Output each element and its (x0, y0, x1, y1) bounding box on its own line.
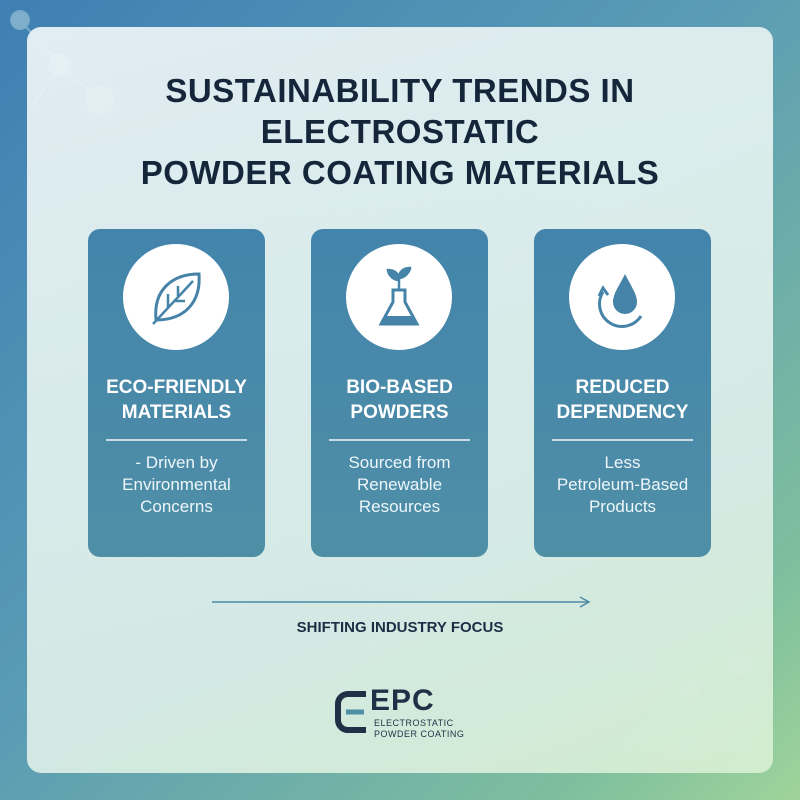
card-title: DEPENDENCY (556, 402, 689, 423)
card: REDUCED DEPENDENCY Less Petroleum-Based Pro… (534, 229, 711, 557)
flask-icon (346, 244, 452, 350)
card-title: REDUCED (575, 377, 670, 398)
arrow (212, 596, 591, 608)
card-text: Concerns (140, 497, 213, 516)
card-text: Resources (358, 497, 441, 516)
card-title: MATERIALS (121, 402, 232, 423)
card-text: Environmental (122, 475, 231, 494)
card-text: - Driven by (135, 453, 218, 472)
leaf-icon (123, 244, 229, 350)
title-line: POWDER COATING MATERIALS (140, 154, 660, 191)
logo-text: ELECTROSTATIC (374, 718, 454, 728)
card: ECO-FRIENDLY MATERIALS - Driven by Environ… (88, 229, 265, 557)
logo-text: POWDER COATING (374, 729, 465, 739)
logo: EPC ELECTROSTATIC POWDER COATING (334, 684, 474, 743)
card-title: POWDERS (350, 402, 449, 423)
drop-icon (569, 244, 675, 350)
card-text: Petroleum-Based (556, 475, 689, 494)
card-text: Products (588, 497, 657, 516)
divider (552, 439, 693, 441)
card-text: Less (604, 453, 641, 472)
title: SUSTAINABILITY TRENDS IN ELECTROSTATIC P… (0, 70, 800, 193)
divider (106, 439, 247, 441)
card: BIO-BASED POWDERS Sourced from Renewable Re… (311, 229, 488, 557)
logo-symbol (335, 691, 366, 733)
card-text: Sourced from (348, 453, 451, 472)
arrow-label: SHIFTING INDUSTRY FOCUS (296, 619, 504, 636)
card-title: BIO-BASED (346, 377, 453, 398)
logo-mark: EPC (370, 684, 435, 717)
card-title: ECO-FRIENDLY (106, 377, 247, 398)
card-text: Renewable (356, 475, 443, 494)
divider (329, 439, 470, 441)
title-line: ELECTROSTATIC (260, 113, 540, 150)
title-line: SUSTAINABILITY TRENDS IN (165, 72, 635, 109)
